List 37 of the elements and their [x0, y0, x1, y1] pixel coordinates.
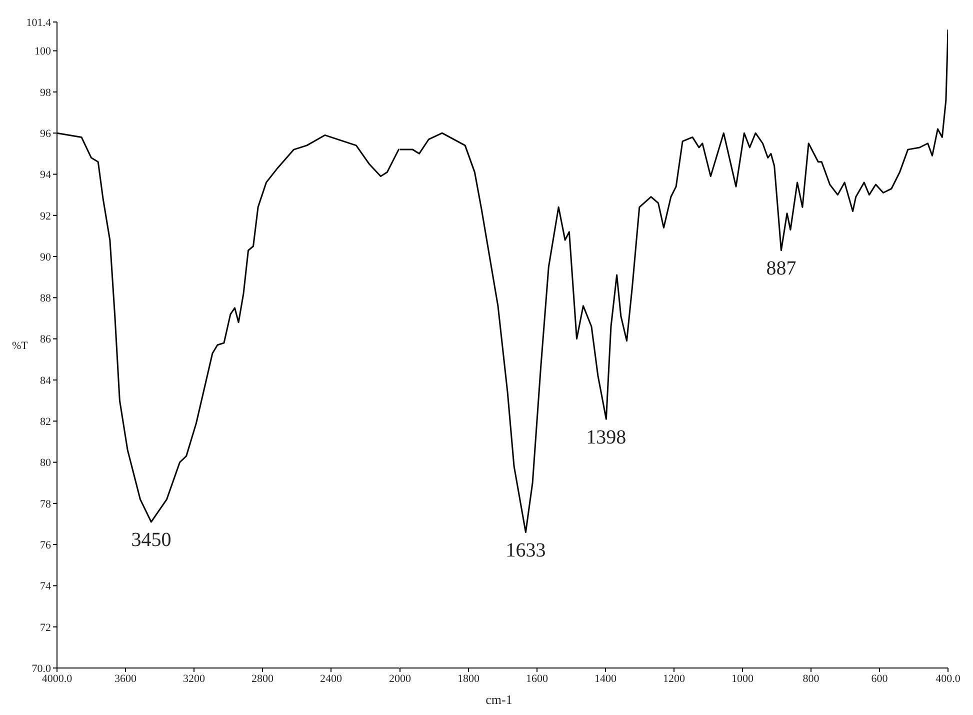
annotation: 1398	[586, 426, 626, 448]
x-tick-label: 1800	[457, 672, 480, 685]
x-tick-label: 1000	[731, 672, 754, 685]
x-tick-label: 3600	[114, 672, 137, 685]
x-tick-label: 800	[802, 672, 820, 685]
y-tick-label: 100	[34, 46, 52, 58]
y-tick-label: 74	[40, 580, 52, 593]
x-tick-label: 2800	[252, 672, 274, 685]
y-tick-label: 82	[40, 416, 51, 428]
y-tick-label: 84	[40, 374, 52, 387]
annotation: 1633	[505, 539, 546, 562]
x-tick-label: 1600	[526, 672, 548, 685]
y-tick-label: 101.4	[26, 16, 52, 29]
annotation: 887	[766, 258, 796, 280]
y-tick-label: 70.0	[32, 662, 52, 675]
y-tick-label: 96	[40, 128, 52, 140]
y-axis-title: %T	[12, 340, 28, 352]
y-tick-label: 88	[40, 292, 52, 305]
annotation: 3450	[131, 529, 172, 552]
y-tick-label: 90	[40, 251, 52, 264]
x-tick-label: 4000.0	[42, 672, 73, 685]
y-tick-label: 92	[40, 210, 51, 222]
x-tick-label: 3200	[183, 672, 206, 685]
y-tick-label: 72	[40, 622, 51, 634]
x-tick-label: 2400	[320, 672, 342, 685]
y-tick-label: 80	[40, 457, 52, 470]
x-tick-label: 600	[870, 672, 888, 685]
x-tick-label: 1200	[662, 672, 685, 685]
x-tick-label: 2000	[388, 672, 411, 685]
y-tick-label: 94	[40, 169, 52, 182]
y-tick-label: 98	[40, 86, 52, 99]
y-tick-label: 76	[40, 539, 52, 552]
x-tick-label: 1400	[594, 672, 616, 685]
x-tick-label: 400.0	[935, 672, 960, 685]
y-tick-label: 86	[40, 334, 52, 346]
y-tick-label: 78	[40, 498, 52, 510]
x-axis-title: cm-1	[485, 692, 512, 707]
